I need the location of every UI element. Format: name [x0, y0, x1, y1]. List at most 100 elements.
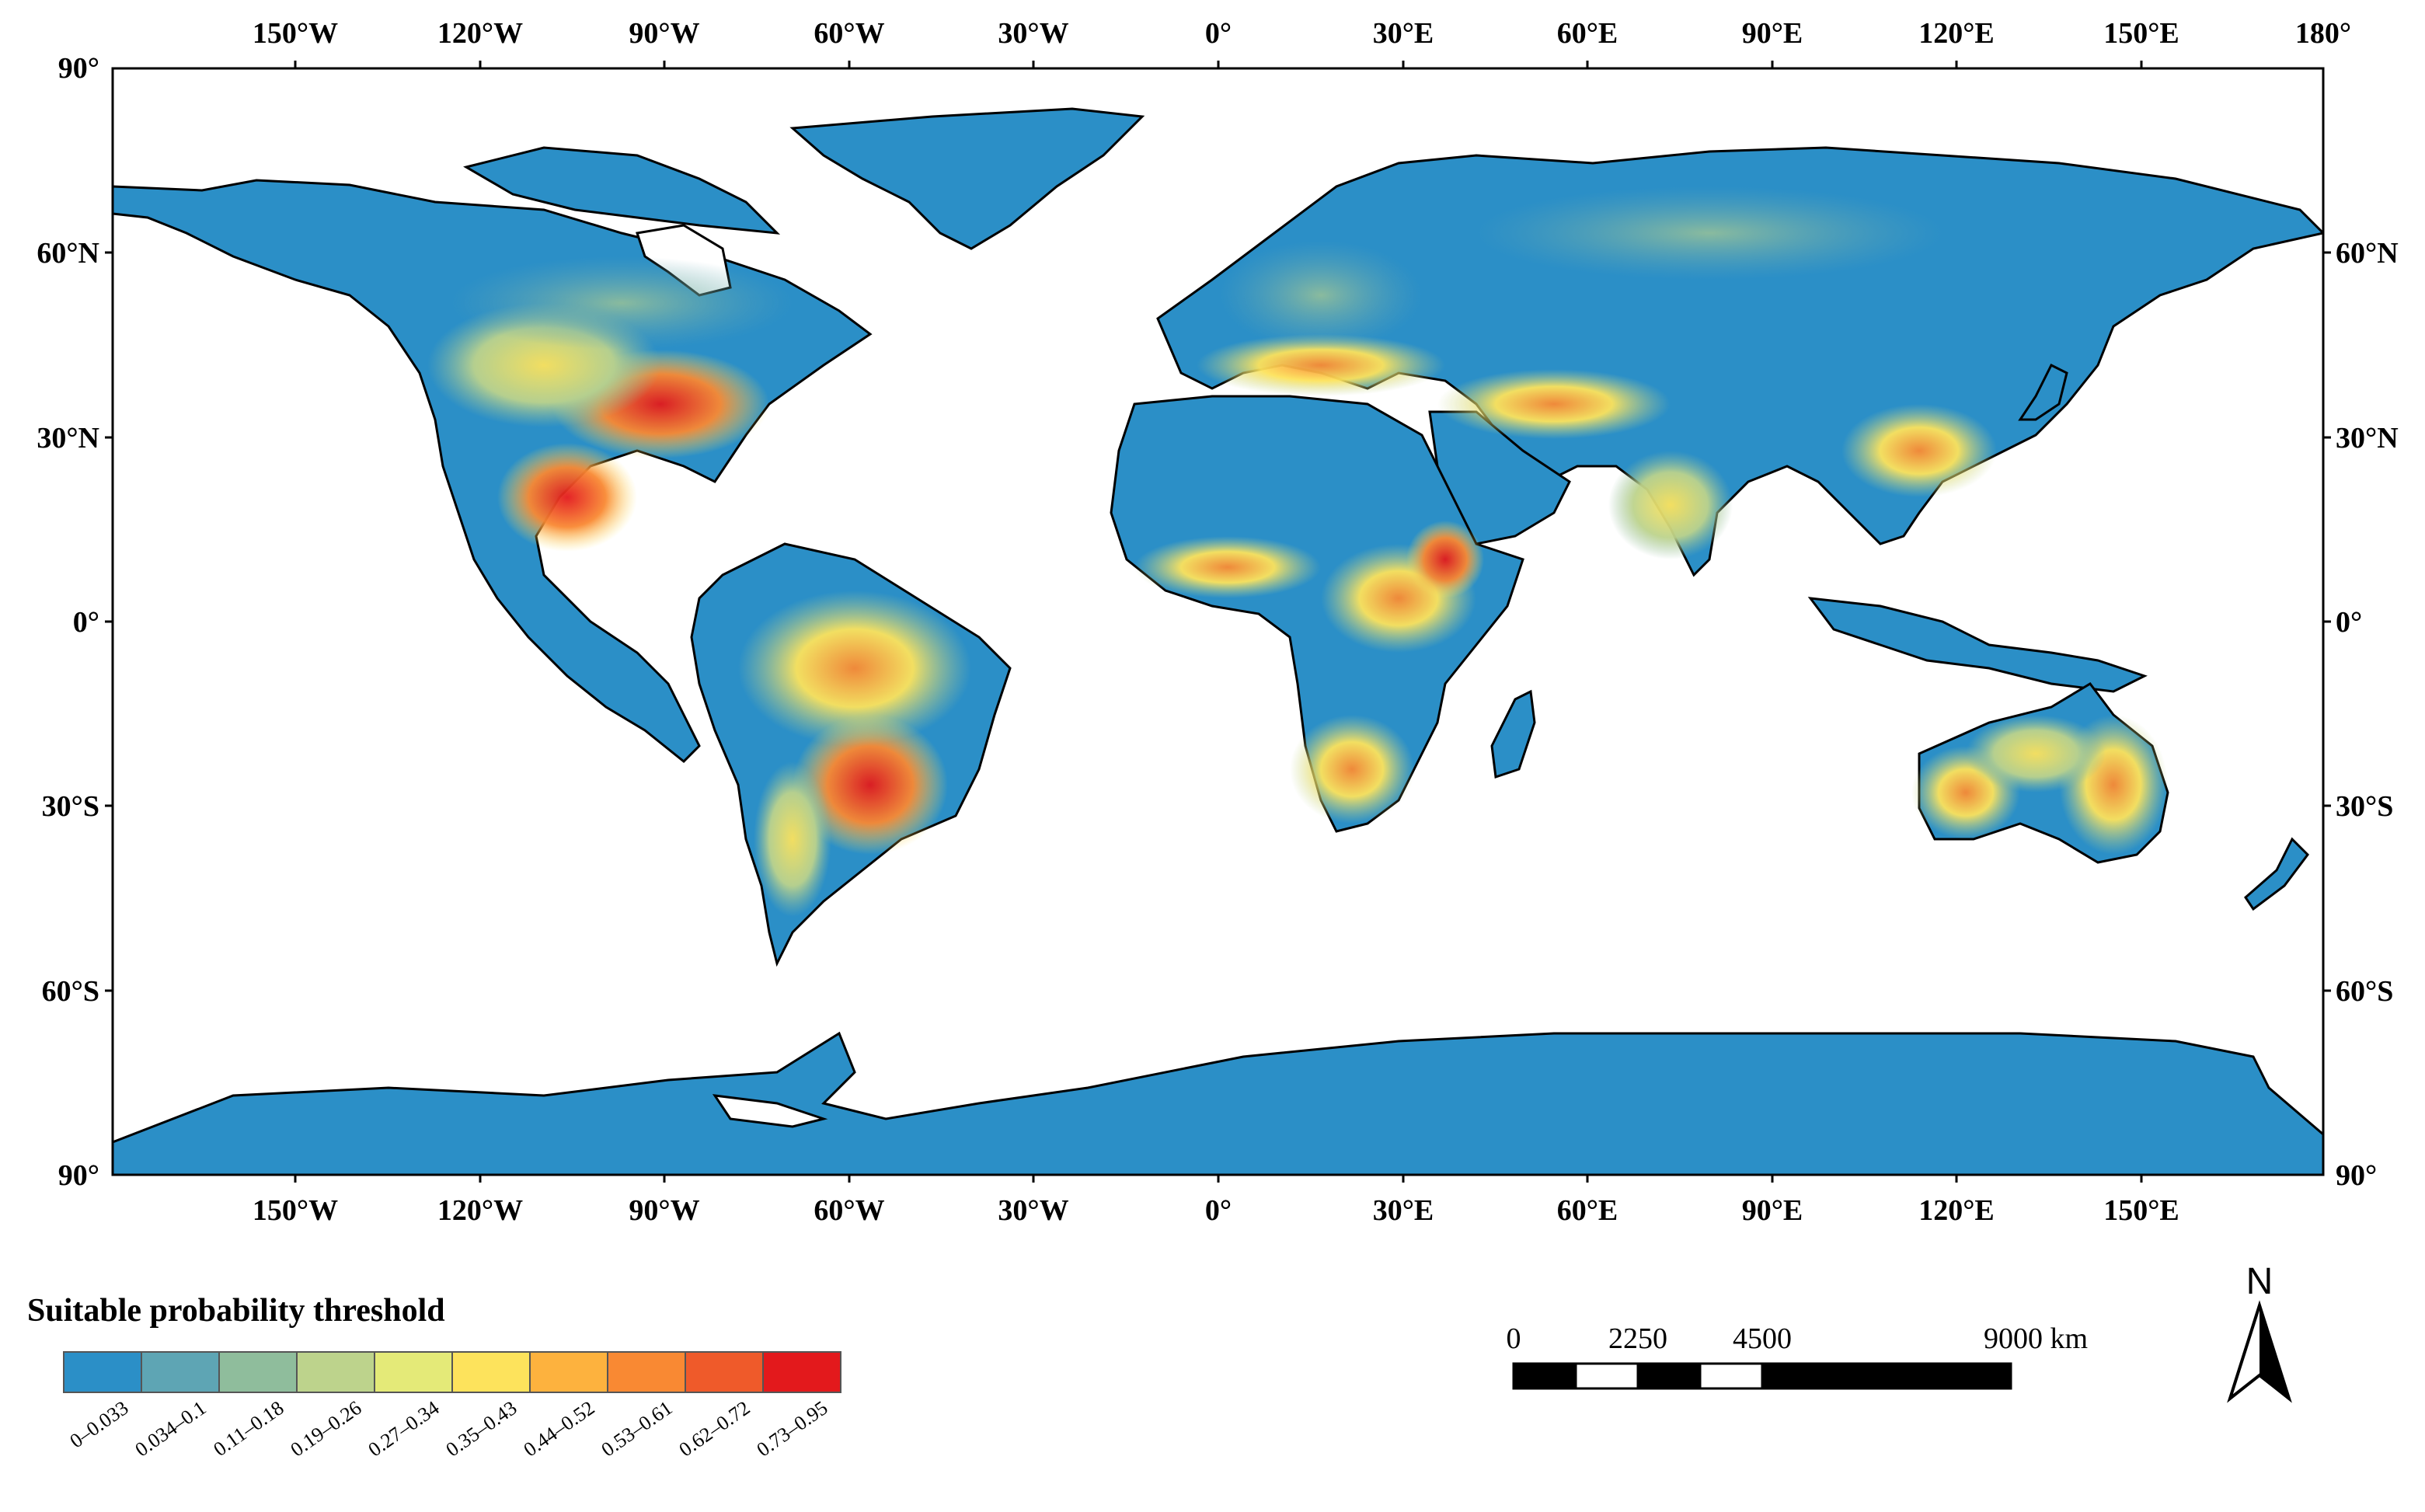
lon-label-bottom: 120°W [437, 1194, 523, 1227]
lat-label-left: 0° [73, 606, 99, 639]
legend-label: 0.034–0.1 [131, 1396, 211, 1461]
lat-label-right: 30°S [2336, 790, 2393, 823]
lon-label-top: 120°E [1918, 17, 1995, 50]
lon-label-bottom: 120°E [1918, 1194, 1995, 1227]
scale-segment [1636, 1362, 1702, 1390]
legend-swatch [607, 1351, 686, 1393]
land-antarctica [113, 1031, 2323, 1175]
zone-europe [1220, 241, 1422, 350]
legend-label: 0.62–0.72 [675, 1396, 754, 1461]
scale-segment [1761, 1362, 2012, 1390]
scale-segment [1574, 1362, 1639, 1390]
lon-label-bottom: 0° [1205, 1194, 1232, 1227]
antarctic-ice-shelf [712, 1094, 828, 1128]
lat-label-right: 60°S [2336, 975, 2393, 1008]
zone-india [1608, 451, 1733, 559]
scale-label: 4500 [1733, 1322, 1792, 1355]
hotspot-east-africa [1406, 521, 1484, 598]
hotspot-southern-brazil [793, 715, 948, 855]
legend-swatches [63, 1351, 841, 1393]
legend-swatch [63, 1351, 142, 1393]
zone-south-china [1841, 404, 1997, 497]
legend: Suitable probability threshold 0–0.0330.… [27, 1293, 841, 1461]
map-layer [113, 107, 2323, 1175]
zone-australia-interior [1966, 715, 2106, 793]
legend-label: 0.11–0.18 [209, 1396, 287, 1461]
land-new-zealand [2244, 837, 2309, 911]
lon-label-top: 180° [2295, 17, 2351, 50]
lat-label-right: 0° [2336, 606, 2362, 639]
lat-label-left: 60°S [42, 975, 99, 1008]
land-maritime-se-asia [1807, 597, 2148, 693]
scale-segment [1699, 1362, 1764, 1390]
lat-label-right: 90° [2336, 1159, 2377, 1192]
scale-label: 0 [1507, 1322, 1521, 1355]
land-madagascar [1490, 689, 1536, 779]
lon-label-top: 150°E [2103, 17, 2179, 50]
lon-label-bottom: 90°W [629, 1194, 699, 1227]
lat-label-left: 30°N [37, 422, 99, 455]
zone-southern-africa [1290, 715, 1414, 824]
north-label: N [2246, 1261, 2273, 1302]
legend-label: 0.27–0.34 [364, 1396, 444, 1461]
scale-bar: 0 2250 4500 9000 km [1507, 1322, 2088, 1390]
zone-siberia [1476, 186, 1942, 280]
land-eurasia [1156, 146, 2323, 577]
zone-amazon [738, 591, 971, 746]
legend-swatch [451, 1351, 531, 1393]
lat-label-left: 90° [58, 52, 99, 85]
scale-label: 2250 [1608, 1322, 1667, 1355]
north-arrow: N [2227, 1261, 2292, 1403]
lon-label-bottom: 60°E [1557, 1194, 1618, 1227]
lon-label-bottom: 150°E [2103, 1194, 2179, 1227]
land-canadian-arctic [463, 146, 781, 235]
hotspot-mexico [497, 443, 637, 552]
legend-swatch [374, 1351, 453, 1393]
lon-label-bottom: 30°W [998, 1194, 1068, 1227]
bottom-longitude-labels: 150°W 120°W 90°W 60°W 30°W 0° 30°E 60°E … [253, 1194, 2179, 1227]
legend-label: 0.19–0.26 [287, 1396, 366, 1461]
legend-label: 0.53–0.61 [598, 1396, 677, 1461]
legend-label: 0.35–0.43 [442, 1396, 521, 1461]
zone-middle-east [1437, 369, 1671, 439]
lat-label-right: 60°N [2336, 237, 2399, 270]
zone-andes [754, 761, 831, 917]
lon-label-top: 150°W [253, 17, 338, 50]
lon-label-bottom: 30°E [1373, 1194, 1434, 1227]
scale-segment [1512, 1362, 1577, 1390]
right-latitude-labels: 60°N 30°N 0° 30°S 60°S 90° [2336, 237, 2399, 1192]
zone-canada-south [451, 256, 793, 350]
lon-label-bottom: 90°E [1742, 1194, 1803, 1227]
lat-label-right: 30°N [2336, 422, 2399, 455]
scale-label: 9000 km [1984, 1322, 2088, 1355]
lon-label-bottom: 150°W [253, 1194, 338, 1227]
legend-swatch [218, 1351, 298, 1393]
legend-label: 0.73–0.95 [753, 1396, 832, 1461]
lon-label-top: 30°E [1373, 17, 1434, 50]
lon-label-top: 90°W [629, 17, 699, 50]
legend-swatch [685, 1351, 764, 1393]
legend-swatch [762, 1351, 841, 1393]
legend-swatch [141, 1351, 220, 1393]
graticule-ticks [105, 61, 2331, 1183]
top-longitude-labels: 150°W 120°W 90°W 60°W 30°W 0° 30°E 60°E … [253, 17, 2351, 50]
suitability-overlay [427, 186, 2168, 917]
zone-mediterranean [1197, 334, 1445, 396]
lat-label-left: 60°N [37, 237, 99, 270]
land-japan [2018, 363, 2068, 421]
lon-label-top: 120°W [437, 17, 523, 50]
lon-label-top: 30°W [998, 17, 1068, 50]
lon-label-top: 60°W [814, 17, 884, 50]
north-arrow-fill [2260, 1305, 2289, 1399]
lat-label-left: 90° [58, 1159, 99, 1192]
lon-label-bottom: 60°W [814, 1194, 884, 1227]
legend-swatch [529, 1351, 608, 1393]
legend-swatch [296, 1351, 375, 1393]
lat-label-left: 30°S [42, 790, 99, 823]
legend-label: 0–0.033 [66, 1396, 133, 1452]
lon-label-top: 90°E [1742, 17, 1803, 50]
land-greenland [789, 107, 1145, 250]
zone-west-africa [1134, 536, 1321, 598]
left-latitude-labels: 90° 60°N 30°N 0° 30°S 60°S 90° [37, 52, 99, 1192]
